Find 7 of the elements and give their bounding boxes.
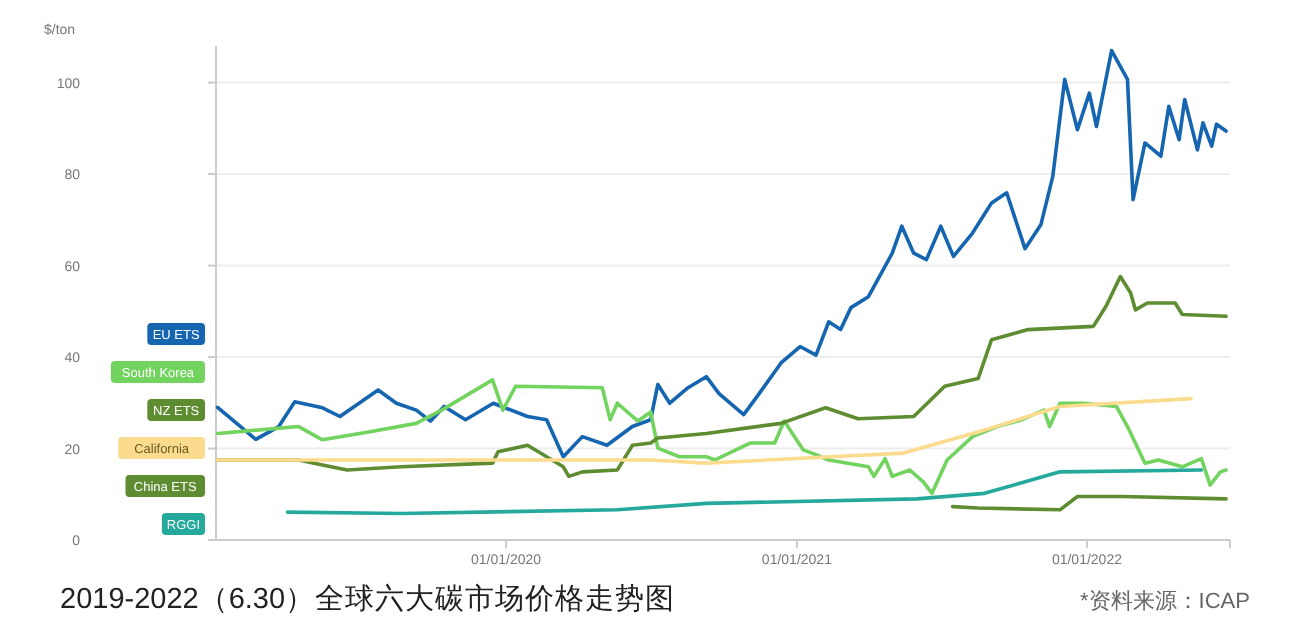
line-series xyxy=(215,396,1193,465)
line-series xyxy=(950,494,1228,512)
text: 2019-2022（6.30）全球六大碳市场价格走势图 xyxy=(60,582,676,616)
line-series xyxy=(285,468,1204,516)
line-series xyxy=(215,48,1228,459)
line-series xyxy=(215,378,1228,496)
text: *资料来源：ICAP xyxy=(1080,588,1250,614)
